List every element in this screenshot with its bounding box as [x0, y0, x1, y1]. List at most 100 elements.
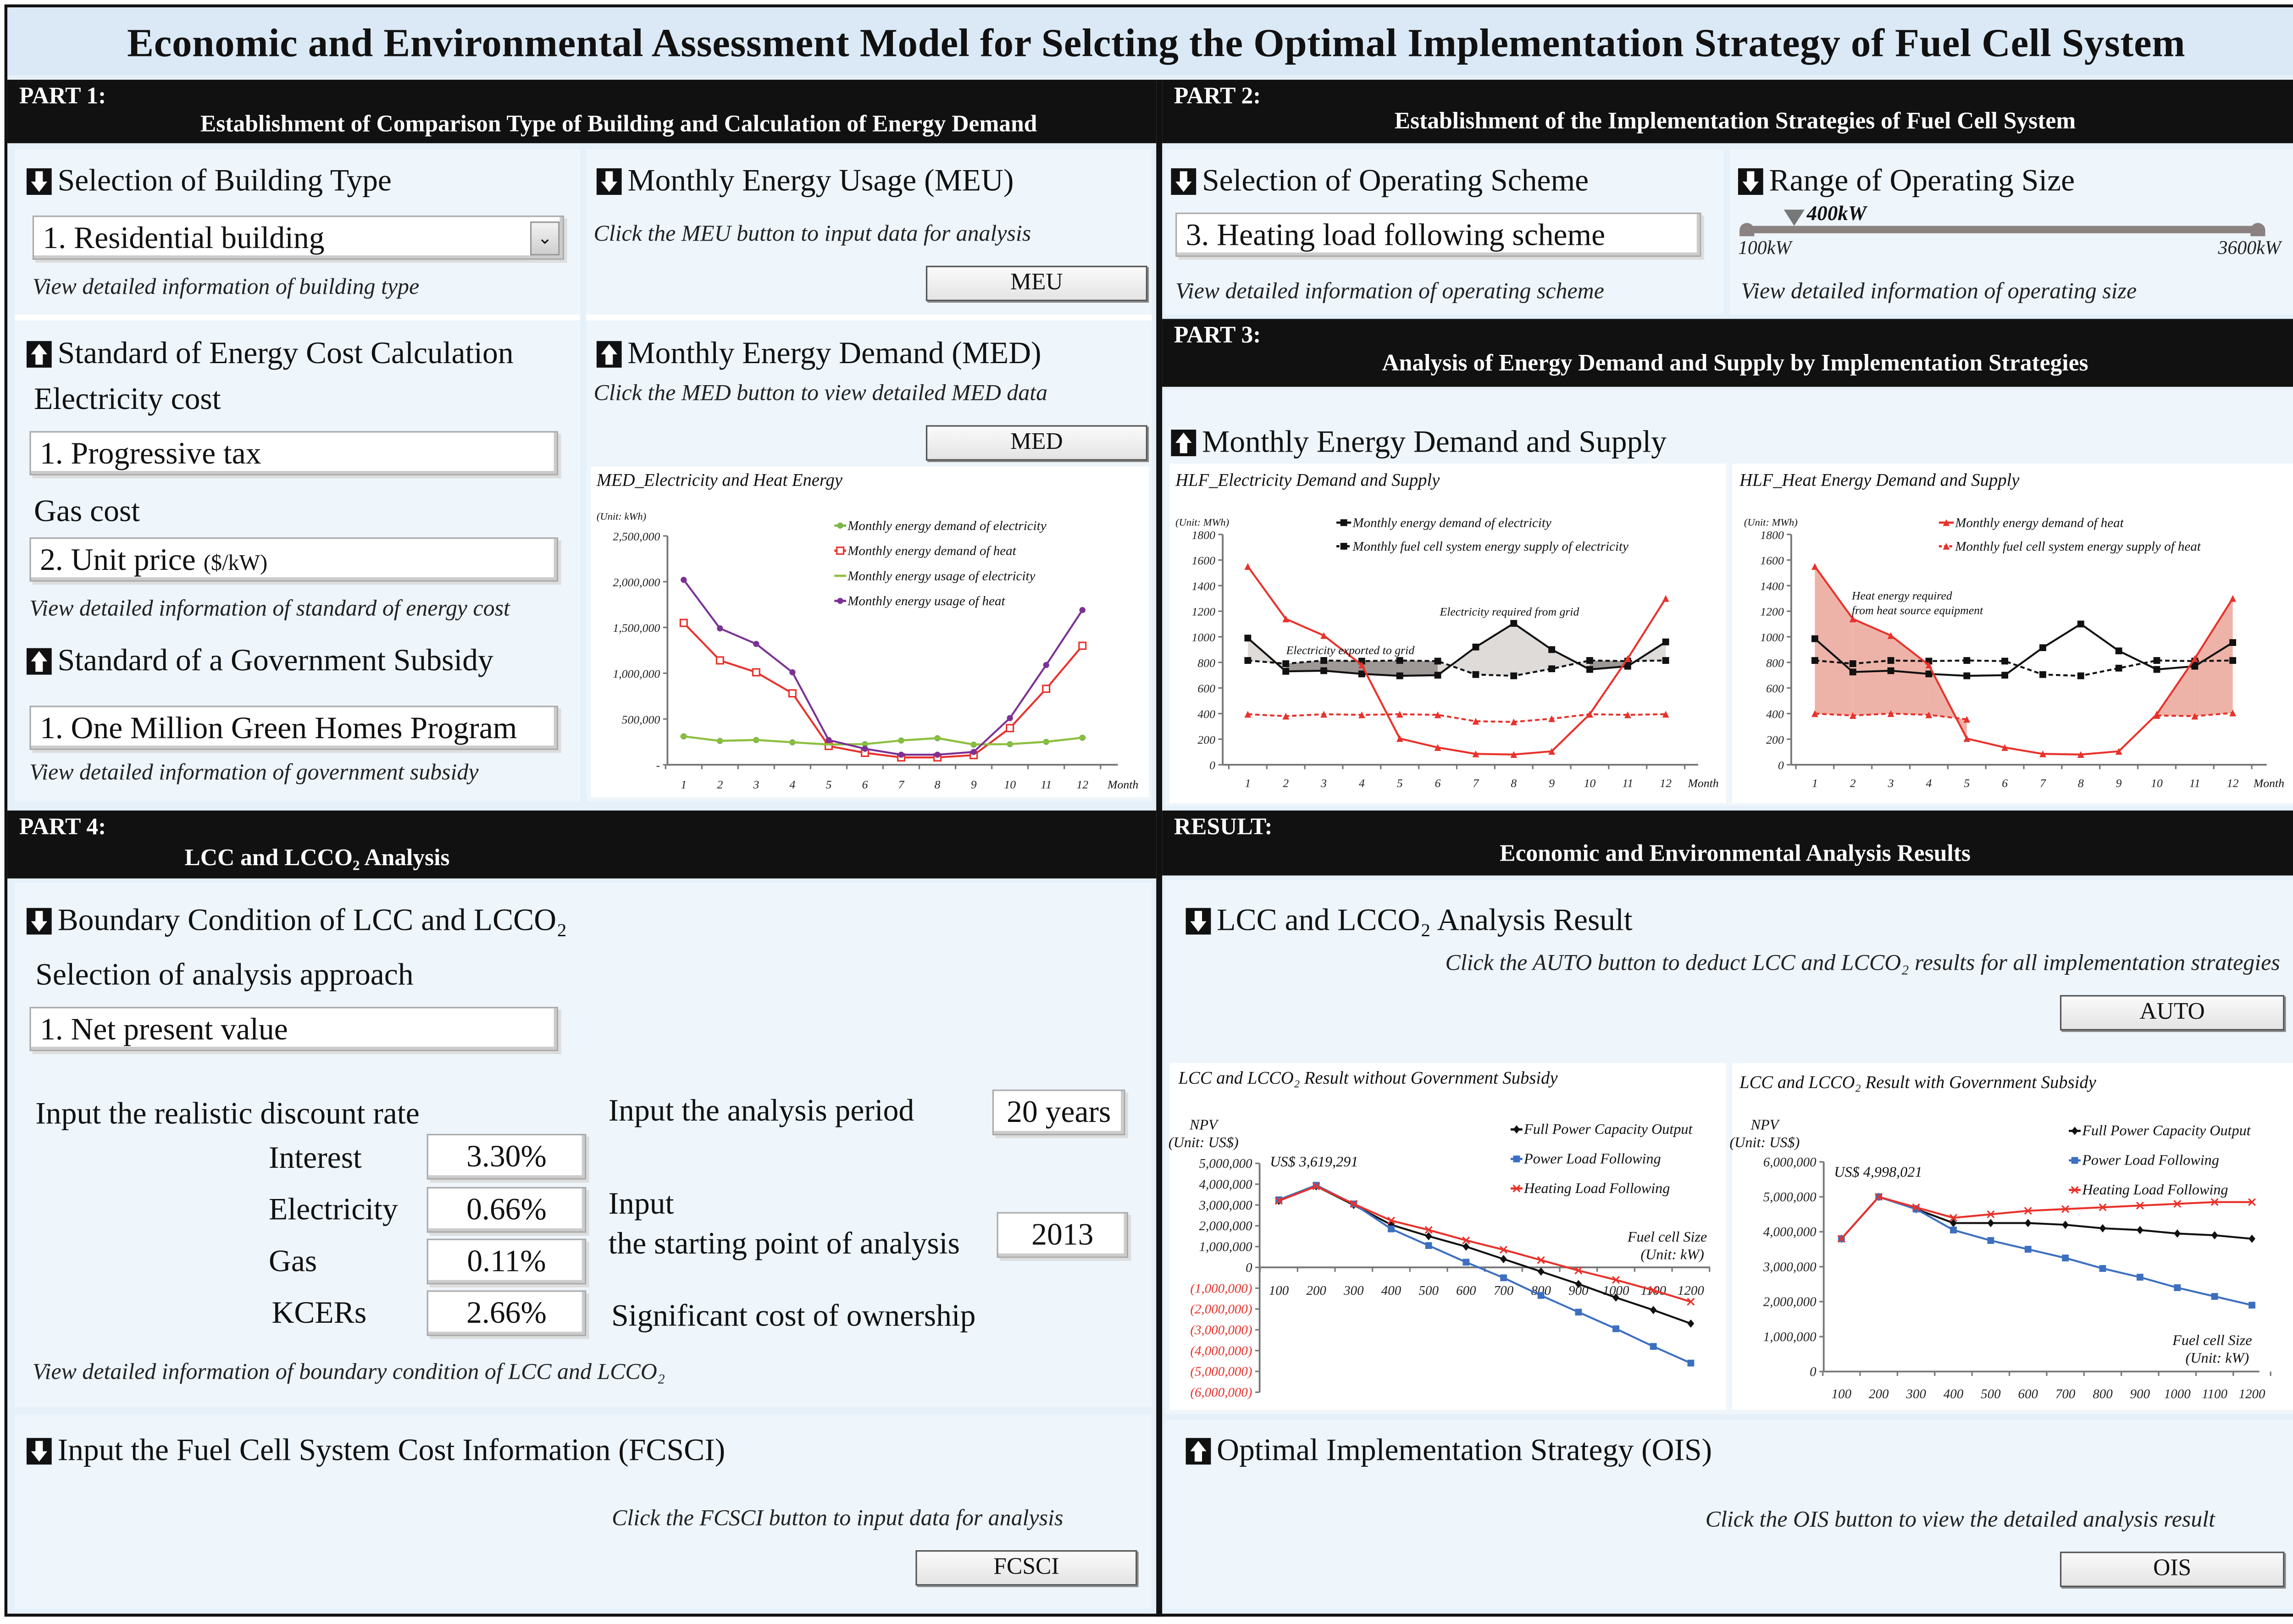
- energy-cost-info-link[interactable]: View detailed information of standard of…: [29, 596, 510, 622]
- part4-subtitle: LCC and LCCO₂ Analysis: [184, 846, 450, 871]
- data-point: [2115, 647, 2122, 654]
- chart-annotation: Electricity exported to grid: [1286, 643, 1415, 657]
- x-tick-label: 9: [971, 778, 977, 791]
- gas-cost-select[interactable]: 2. Unit price ($/kW): [29, 537, 559, 582]
- y-tick-label: 1,000,000: [613, 667, 660, 680]
- data-point: [1078, 641, 1087, 650]
- data-point: [1849, 712, 1856, 719]
- legend-marker: [836, 574, 844, 577]
- part3-subtitle: Analysis of Energy Demand and Supply by …: [1382, 351, 2088, 377]
- series-line: [1278, 1185, 1691, 1303]
- area-fill: [1400, 660, 1438, 676]
- data-point: [1434, 672, 1441, 679]
- data-point: [1043, 662, 1049, 668]
- x-tick-label: 1200: [2239, 1386, 2265, 1401]
- scheme-info-link[interactable]: View detailed information of operating s…: [1175, 279, 1604, 304]
- size-slider-thumb[interactable]: [1784, 210, 1806, 226]
- area-fill: [1853, 619, 1891, 716]
- data-point: [1912, 1203, 1920, 1211]
- y-tick-label: 5,000,000: [1763, 1190, 1817, 1204]
- x-axis-title: Fuel cell Size: [2172, 1331, 2252, 1348]
- kcers-rate-input[interactable]: 2.66%: [426, 1290, 587, 1337]
- analysis-period-input[interactable]: 20 years: [992, 1089, 1125, 1136]
- interest-rate-input[interactable]: 3.30%: [426, 1133, 587, 1180]
- approach-select[interactable]: 1. Net present value: [29, 1007, 559, 1051]
- building-type-info-link[interactable]: View detailed information of building ty…: [32, 274, 420, 300]
- data-point: [1424, 1226, 1433, 1234]
- data-point: [825, 743, 832, 746]
- divider: [586, 314, 1152, 320]
- subsidy-select[interactable]: 1. One Million Green Homes Program: [29, 706, 559, 750]
- data-point: [1358, 670, 1365, 678]
- electricity-cost-label: Electricity cost: [34, 381, 221, 417]
- data-point: [897, 739, 905, 742]
- fcsci-button[interactable]: FCSCI: [915, 1550, 1137, 1586]
- auto-button[interactable]: AUTO: [2060, 995, 2285, 1031]
- building-type-select[interactable]: 1. Residential building ⌄: [32, 215, 565, 260]
- size-slider-track[interactable]: [1747, 226, 2264, 233]
- part1-number: PART 1:: [19, 84, 106, 110]
- y-tick-label: (2,000,000): [1190, 1302, 1252, 1317]
- heading-text: Input the Fuel Cell System Cost Informat…: [57, 1432, 726, 1468]
- x-tick-label: 12: [2227, 776, 2239, 790]
- x-tick-label: 900: [2130, 1386, 2150, 1401]
- ois-hint: Click the OIS button to view the detaile…: [1705, 1507, 2215, 1533]
- x-tick-label: 800: [2093, 1386, 2113, 1401]
- data-point: [2077, 620, 2084, 628]
- legend-marker: [2071, 1157, 2078, 1164]
- ois-button[interactable]: OIS: [2060, 1552, 2285, 1587]
- data-point: [1282, 713, 1290, 720]
- y-tick-label: -: [656, 759, 660, 772]
- data-point: [2174, 1284, 2181, 1291]
- data-point: [1548, 665, 1556, 673]
- heading-text: Range of Operating Size: [1769, 162, 2075, 198]
- data-point: [1042, 685, 1051, 693]
- x-tick-label: 8: [935, 778, 941, 791]
- data-point: [1006, 743, 1014, 746]
- data-point: [1811, 635, 1818, 642]
- data-point: [2229, 657, 2237, 664]
- legend-marker: [1513, 1155, 1520, 1163]
- data-point: [2136, 1201, 2144, 1210]
- subsidy-info-link[interactable]: View detailed information of government …: [29, 760, 479, 786]
- electricity-cost-select[interactable]: 1. Progressive tax: [29, 431, 559, 475]
- y-tick-label: 3,000,000: [1763, 1259, 1817, 1274]
- series-line: [1247, 566, 1667, 756]
- start-point-input[interactable]: 2013: [997, 1212, 1129, 1258]
- data-point: [970, 749, 977, 755]
- x-tick-label: 3: [1888, 776, 1894, 790]
- scheme-select[interactable]: 3. Heating load following scheme: [1175, 212, 1701, 257]
- data-point: [1849, 668, 1856, 676]
- part4-number: PART 4:: [19, 815, 106, 840]
- boundary-info-link[interactable]: View detailed information of boundary co…: [32, 1359, 665, 1385]
- electricity-rate-input[interactable]: 0.66%: [426, 1187, 587, 1233]
- data-point: [1575, 1309, 1582, 1316]
- result-header: RESULT: Economic and Environmental Analy…: [1162, 810, 2293, 876]
- data-point: [2210, 1198, 2219, 1206]
- data-point: [2191, 655, 2199, 662]
- x-tick-label: 1000: [2164, 1386, 2191, 1401]
- data-point: [1624, 711, 1631, 718]
- data-point: [1358, 661, 1365, 668]
- x-axis-title: Month: [1687, 776, 1718, 790]
- legend-marker: [837, 597, 843, 604]
- data-point: [1079, 736, 1086, 739]
- data-point: [2024, 1246, 2032, 1253]
- x-tick-label: 100: [1269, 1283, 1289, 1298]
- arrow-up-icon: [26, 340, 52, 367]
- data-point: [1425, 1232, 1432, 1241]
- gas-rate-input[interactable]: 0.11%: [426, 1238, 587, 1285]
- data-point: [2039, 671, 2046, 678]
- x-axis-title: Fuel cell Size: [1627, 1228, 1707, 1245]
- med-button[interactable]: MED: [925, 425, 1147, 461]
- y-tick-label: 0: [1246, 1260, 1252, 1275]
- meu-button[interactable]: MEU: [925, 265, 1147, 301]
- approach-label: Selection of analysis approach: [35, 956, 414, 992]
- start-point-label-2: the starting point of analysis: [608, 1225, 960, 1261]
- chevron-down-icon[interactable]: ⌄: [530, 221, 560, 256]
- data-point: [1500, 1255, 1507, 1264]
- data-point: [2249, 1302, 2255, 1309]
- size-info-link[interactable]: View detailed information of operating s…: [1741, 279, 2137, 304]
- data-point: [1007, 715, 1013, 721]
- data-point: [2115, 748, 2122, 755]
